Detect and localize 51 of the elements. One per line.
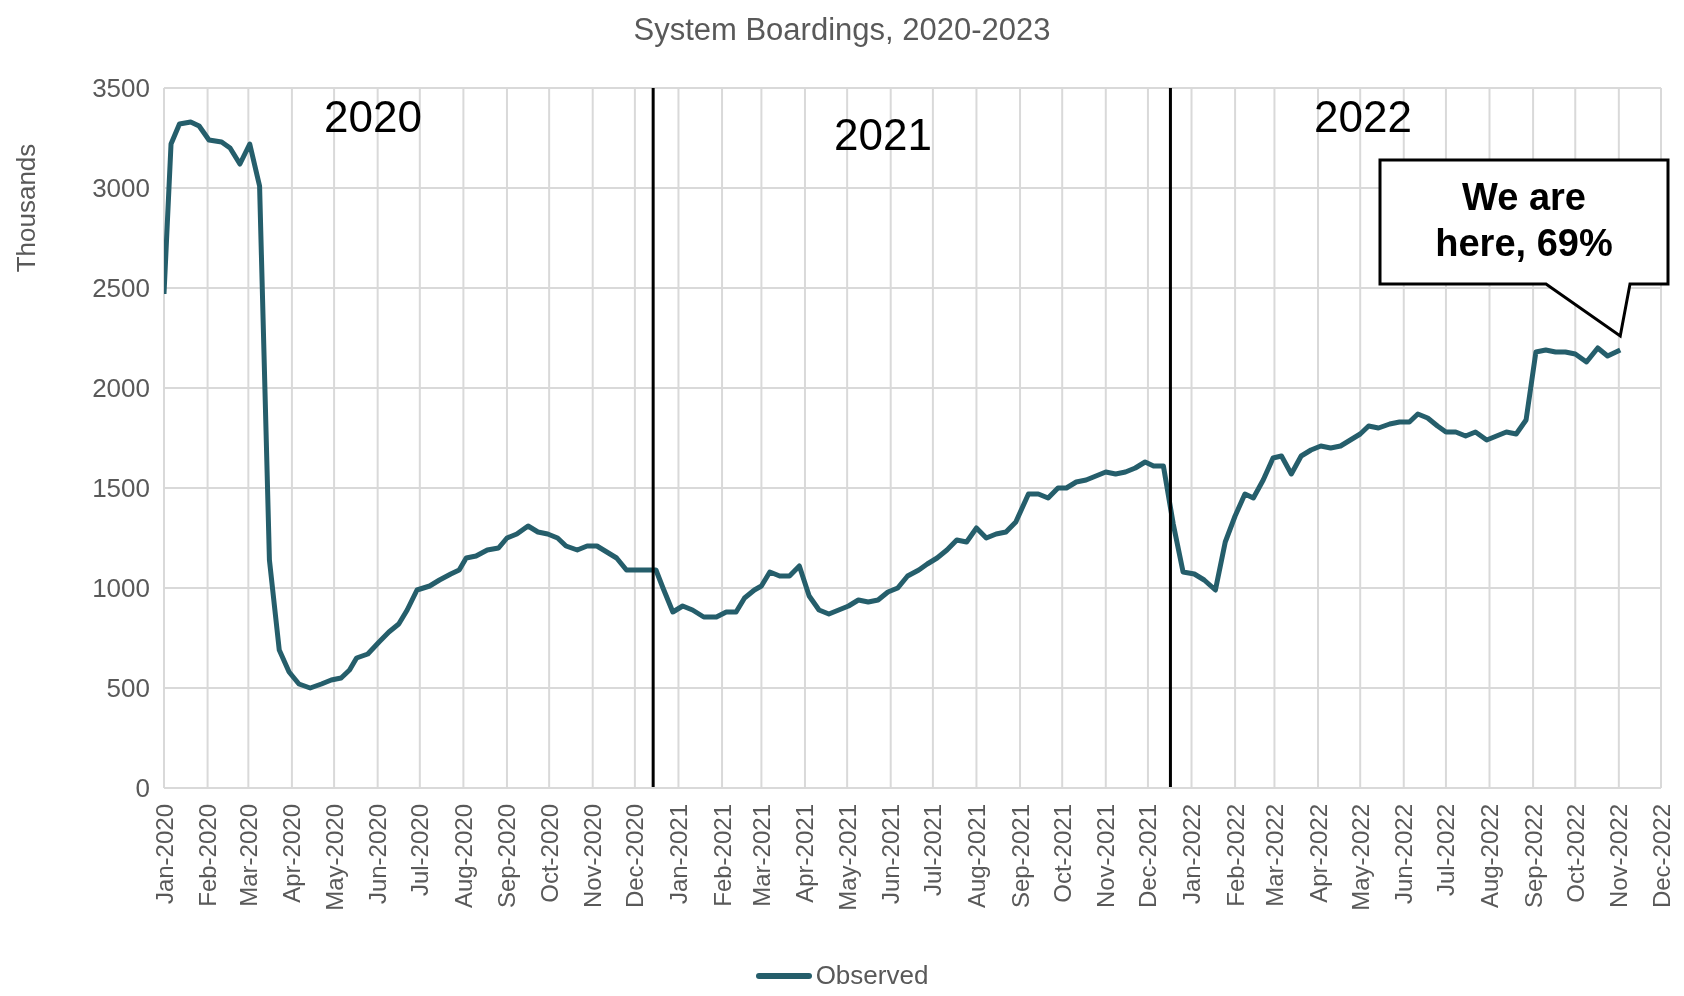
x-tick-label: Jul-2020 xyxy=(406,804,434,897)
x-tick-label: Jun-2020 xyxy=(364,804,392,905)
annotation: We are here, 69% xyxy=(1434,175,1614,266)
x-tick-label: Jun-2021 xyxy=(877,804,905,905)
x-tick-label: Sep-2021 xyxy=(1006,804,1034,909)
x-tick-label: Jul-2021 xyxy=(919,804,947,897)
y-tick-label: 500 xyxy=(106,673,150,703)
y-tick-label: 3500 xyxy=(92,73,150,103)
x-tick-label: Aug-2022 xyxy=(1476,804,1504,909)
y-tick-label: 1000 xyxy=(92,573,150,603)
x-tick-label: Oct-2020 xyxy=(535,804,563,903)
x-tick-label: Jan-2020 xyxy=(150,804,178,905)
x-tick-label: Jan-2022 xyxy=(1178,804,1206,905)
x-tick-label: Feb-2022 xyxy=(1221,804,1249,907)
x-tick-label: Dec-2021 xyxy=(1134,804,1162,909)
y-tick-label: 1500 xyxy=(92,473,150,503)
x-tick-label: Dec-2020 xyxy=(621,804,649,909)
x-tick-label: Oct-2022 xyxy=(1561,804,1589,903)
legend-label: Observed xyxy=(815,960,929,991)
x-tick-label: Apr-2021 xyxy=(791,804,819,903)
x-tick-label: May-2022 xyxy=(1346,804,1374,911)
y-axis-title: Thousands xyxy=(11,143,42,273)
annotation: 2021 xyxy=(833,110,933,160)
x-tick-label: Mar-2021 xyxy=(747,804,775,907)
x-tick-label: Aug-2021 xyxy=(962,804,990,909)
x-tick-label: Jan-2021 xyxy=(664,804,692,905)
y-tick-label: 2500 xyxy=(92,273,150,303)
x-tick-label: Mar-2022 xyxy=(1260,804,1288,907)
x-tick-label: May-2020 xyxy=(320,804,348,911)
annotation: 2020 xyxy=(323,92,423,142)
x-tick-label: Nov-2022 xyxy=(1605,804,1633,909)
x-tick-label: Sep-2022 xyxy=(1519,804,1547,909)
x-tick-label: Apr-2022 xyxy=(1304,804,1332,903)
x-tick-label: Aug-2020 xyxy=(449,804,477,909)
x-tick-label: Mar-2020 xyxy=(234,804,262,907)
chart-title: System Boardings, 2020-2023 xyxy=(632,12,1052,48)
x-tick-label: Nov-2020 xyxy=(579,804,607,909)
x-tick-label: May-2021 xyxy=(833,804,861,911)
y-tick-label: 0 xyxy=(135,773,150,803)
x-tick-label: Nov-2021 xyxy=(1092,804,1120,909)
x-tick-label: Oct-2021 xyxy=(1048,804,1076,903)
x-tick-label: Jun-2022 xyxy=(1390,804,1418,905)
x-tick-label: Sep-2020 xyxy=(493,804,521,909)
y-tick-label: 2000 xyxy=(92,373,150,403)
annotation: 2022 xyxy=(1313,92,1413,142)
x-tick-label: Jul-2022 xyxy=(1432,804,1460,897)
y-tick-label: 3000 xyxy=(92,173,150,203)
x-tick-label: Dec-2022 xyxy=(1647,804,1675,909)
x-tick-label: Apr-2020 xyxy=(278,804,306,903)
x-tick-label: Feb-2021 xyxy=(708,804,736,907)
x-tick-label: Feb-2020 xyxy=(194,804,222,907)
